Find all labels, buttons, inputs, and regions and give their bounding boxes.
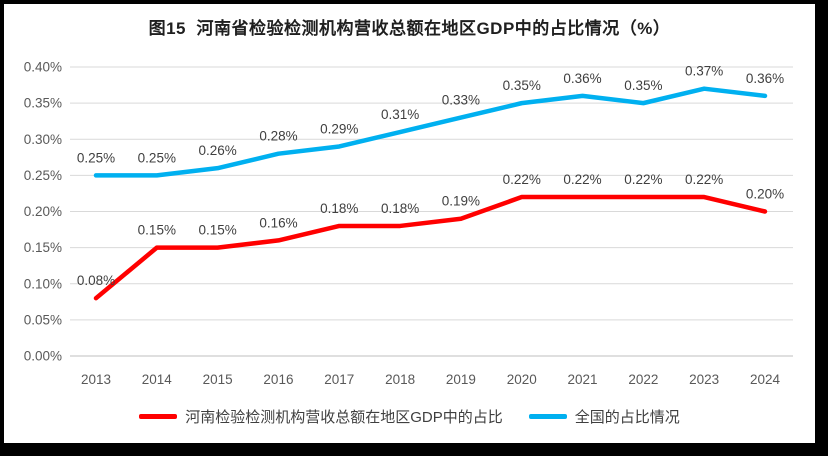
data-label: 0.15% (198, 223, 236, 238)
blue-line-swatch-icon (528, 414, 567, 419)
x-tick-label: 2022 (628, 372, 658, 387)
data-label: 0.22% (563, 172, 601, 187)
y-tick-label: 0.25% (24, 168, 62, 183)
data-label: 0.35% (503, 78, 541, 93)
data-label: 0.28% (259, 129, 297, 144)
x-tick-label: 2016 (263, 372, 293, 387)
y-tick-label: 0.05% (24, 312, 62, 327)
red-line-swatch-icon (139, 414, 178, 419)
data-label: 0.36% (746, 71, 784, 86)
data-label: 0.31% (381, 107, 419, 122)
data-label: 0.19% (442, 194, 480, 209)
x-tick-label: 2020 (507, 372, 537, 387)
data-label: 0.22% (624, 172, 662, 187)
y-tick-label: 0.30% (24, 132, 62, 147)
series-line-0 (93, 194, 768, 301)
x-tick-label: 2014 (142, 372, 173, 387)
x-tick-label: 2024 (750, 372, 781, 387)
y-tick-label: 0.00% (24, 349, 62, 364)
data-label: 0.25% (77, 150, 115, 165)
legend-item-henan: 河南检验检测机构营收总额在地区GDP中的占比 (139, 406, 503, 427)
chart-legend: 河南检验检测机构营收总额在地区GDP中的占比 全国的占比情况 (4, 406, 815, 427)
data-label: 0.18% (381, 201, 419, 216)
data-label: 0.22% (503, 172, 541, 187)
x-tick-label: 2019 (446, 372, 476, 387)
y-tick-label: 0.40% (24, 60, 62, 75)
data-label: 0.35% (624, 78, 662, 93)
legend-label-henan: 河南检验检测机构营收总额在地区GDP中的占比 (185, 409, 503, 426)
data-label: 0.37% (685, 64, 723, 79)
data-label: 0.25% (138, 150, 176, 165)
data-label: 0.08% (77, 273, 115, 288)
data-label: 0.15% (138, 223, 176, 238)
x-tick-label: 2023 (689, 372, 719, 387)
x-tick-label: 2021 (568, 372, 598, 387)
y-tick-label: 0.15% (24, 240, 62, 255)
chart-title: 图15 河南省检验检测机构营收总额在地区GDP中的占比情况（%） (148, 19, 671, 38)
y-tick-label: 0.35% (24, 96, 62, 111)
legend-label-national: 全国的占比情况 (574, 409, 680, 426)
data-label: 0.36% (563, 71, 601, 86)
chart-plot-area: 0.00% 0.05% 0.10% 0.15% 0.20% 0.25% 0.30% 0.35%… (24, 60, 793, 387)
data-label: 0.16% (259, 215, 297, 230)
data-label: 0.33% (442, 93, 480, 108)
chart-canvas: 图15 河南省检验检测机构营收总额在地区GDP中的占比情况（%） 0.00% 0.… (4, 4, 815, 443)
data-label: 0.26% (198, 143, 236, 158)
data-label: 0.22% (685, 172, 723, 187)
series-line-1 (93, 86, 768, 178)
x-tick-label: 2018 (385, 372, 415, 387)
legend-item-national: 全国的占比情况 (528, 406, 680, 427)
x-tick-label: 2017 (324, 372, 354, 387)
x-tick-label: 2013 (81, 372, 111, 387)
y-tick-label: 0.10% (24, 276, 62, 291)
x-tick-label: 2015 (203, 372, 233, 387)
data-label: 0.29% (320, 121, 358, 136)
data-label: 0.18% (320, 201, 358, 216)
data-label: 0.20% (746, 187, 784, 202)
y-tick-label: 0.20% (24, 204, 62, 219)
